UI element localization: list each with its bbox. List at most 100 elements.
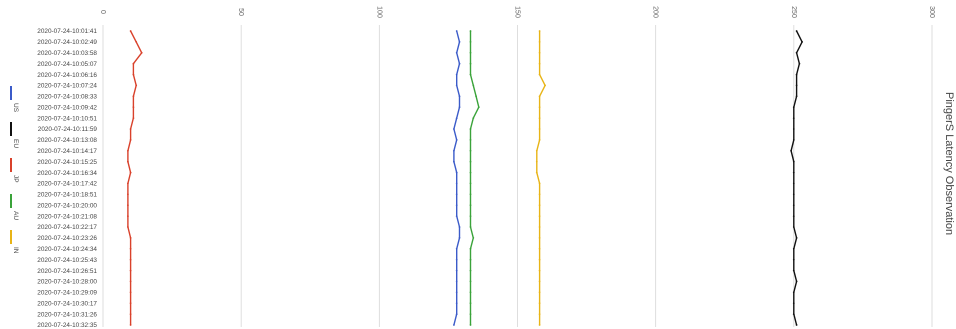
data-point-jp-9 xyxy=(129,128,132,130)
data-point-au-13 xyxy=(469,171,472,174)
series-us xyxy=(453,30,461,326)
data-point-eu-17 xyxy=(792,215,795,218)
series-eu xyxy=(790,30,803,326)
data-point-eu-21 xyxy=(792,258,795,261)
data-point-us-25 xyxy=(455,302,458,305)
data-point-in-4 xyxy=(538,73,541,76)
data-point-eu-26 xyxy=(792,313,795,315)
data-point-us-19 xyxy=(458,237,461,239)
data-point-in-21 xyxy=(538,258,541,261)
data-point-jp-8 xyxy=(132,117,135,119)
data-point-eu-13 xyxy=(792,171,795,174)
data-point-au-5 xyxy=(472,84,475,87)
time-tick-label-3: 2020-07-24-10:05:07 xyxy=(37,61,97,68)
series-lines xyxy=(127,30,803,326)
series-jp xyxy=(127,30,143,326)
data-point-us-4 xyxy=(455,73,458,76)
data-point-in-8 xyxy=(538,117,541,119)
data-point-us-15 xyxy=(455,193,458,196)
data-point-au-26 xyxy=(469,313,472,315)
data-point-jp-5 xyxy=(135,84,138,87)
time-tick-label-14: 2020-07-24-10:17:42 xyxy=(37,181,97,188)
data-point-jp-1 xyxy=(135,41,138,43)
data-point-in-2 xyxy=(538,51,541,54)
data-point-au-18 xyxy=(469,226,472,228)
data-point-eu-18 xyxy=(792,226,795,228)
value-tick-label-4: 200 xyxy=(652,6,659,18)
data-point-au-25 xyxy=(469,302,472,305)
data-point-us-26 xyxy=(455,313,458,315)
time-tick-label-25: 2020-07-24-10:30:17 xyxy=(37,300,97,307)
data-point-eu-23 xyxy=(795,280,798,283)
legend-label-us: US xyxy=(12,103,19,113)
data-point-eu-15 xyxy=(792,193,795,196)
legend-label-au: AU xyxy=(12,211,19,220)
data-point-au-12 xyxy=(469,160,472,163)
data-point-in-27 xyxy=(538,324,541,326)
time-tick-label-23: 2020-07-24-10:28:00 xyxy=(37,279,97,286)
data-point-jp-25 xyxy=(129,302,132,305)
data-point-us-23 xyxy=(455,280,458,283)
time-tick-label-15: 2020-07-24-10:18:51 xyxy=(37,192,97,199)
data-point-in-0 xyxy=(538,30,541,32)
data-point-au-24 xyxy=(469,291,472,294)
data-point-au-10 xyxy=(469,139,472,141)
data-point-eu-11 xyxy=(790,149,792,152)
time-tick-label-12: 2020-07-24-10:15:25 xyxy=(37,159,97,166)
value-tick-label-3: 150 xyxy=(514,6,521,18)
data-point-au-7 xyxy=(477,106,480,109)
data-point-jp-3 xyxy=(132,62,135,65)
data-point-jp-2 xyxy=(140,51,143,54)
data-point-au-8 xyxy=(472,117,475,119)
series-line-eu xyxy=(790,30,803,326)
data-point-eu-6 xyxy=(795,95,798,98)
data-point-jp-24 xyxy=(129,291,132,294)
data-point-in-23 xyxy=(538,280,541,283)
data-point-au-0 xyxy=(469,30,472,32)
data-point-us-24 xyxy=(455,291,458,294)
data-point-us-17 xyxy=(455,215,458,218)
data-point-in-7 xyxy=(538,106,541,109)
data-point-au-23 xyxy=(469,280,472,283)
data-point-jp-6 xyxy=(132,95,135,98)
data-point-eu-14 xyxy=(792,182,795,185)
data-point-us-18 xyxy=(458,226,461,228)
data-point-in-22 xyxy=(538,269,541,272)
data-point-us-10 xyxy=(455,139,458,141)
data-point-in-10 xyxy=(538,139,541,141)
time-tick-label-24: 2020-07-24-10:29:09 xyxy=(37,290,97,297)
data-point-in-16 xyxy=(538,204,541,207)
data-point-jp-21 xyxy=(129,258,132,261)
time-tick-label-16: 2020-07-24-10:20:00 xyxy=(37,202,97,209)
legend-item-au: AU xyxy=(10,194,19,220)
data-point-au-17 xyxy=(469,215,472,218)
data-point-us-14 xyxy=(455,182,458,185)
legend-label-eu: EU xyxy=(12,139,19,148)
legend-item-eu: EU xyxy=(10,122,19,148)
time-tick-label-21: 2020-07-24-10:25:43 xyxy=(37,257,97,264)
data-point-us-27 xyxy=(453,324,455,326)
data-point-us-5 xyxy=(455,84,458,87)
data-point-eu-10 xyxy=(792,139,795,141)
data-point-eu-27 xyxy=(795,324,798,326)
data-point-in-5 xyxy=(544,84,546,87)
data-point-jp-0 xyxy=(129,30,132,32)
data-point-us-8 xyxy=(455,117,458,119)
data-point-in-1 xyxy=(538,41,541,43)
data-point-au-6 xyxy=(475,95,477,98)
value-tick-label-0: 0 xyxy=(99,10,106,14)
data-point-us-11 xyxy=(453,149,455,152)
data-point-eu-0 xyxy=(795,30,798,32)
data-point-jp-13 xyxy=(129,171,132,174)
data-point-in-17 xyxy=(538,215,541,218)
data-point-us-1 xyxy=(458,41,461,43)
time-tick-label-26: 2020-07-24-10:31:26 xyxy=(37,311,97,318)
data-point-au-1 xyxy=(469,41,472,43)
value-tick-label-1: 50 xyxy=(237,8,244,16)
data-point-us-9 xyxy=(453,128,455,130)
legend-label-jp: JP xyxy=(12,175,19,183)
value-tick-label-6: 300 xyxy=(928,6,935,18)
data-point-in-20 xyxy=(538,247,541,250)
data-point-jp-10 xyxy=(129,139,132,141)
time-tick-label-27: 2020-07-24-10:32:35 xyxy=(37,322,97,329)
